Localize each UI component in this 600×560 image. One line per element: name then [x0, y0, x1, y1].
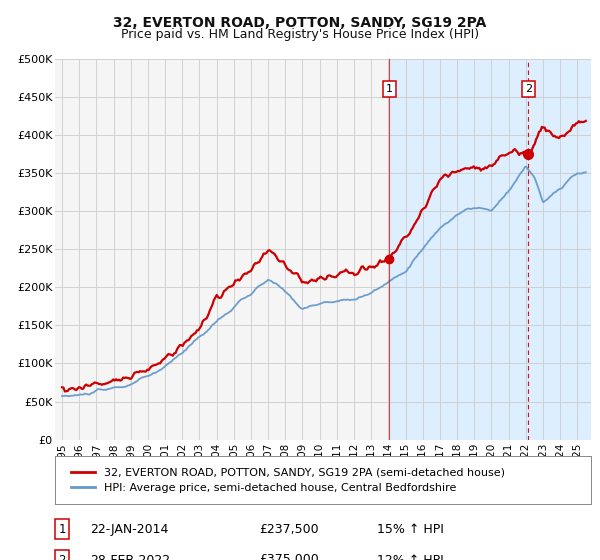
Text: £237,500: £237,500 [259, 522, 319, 536]
Text: 1: 1 [386, 84, 393, 94]
Text: £375,000: £375,000 [259, 553, 319, 560]
Text: 12% ↑ HPI: 12% ↑ HPI [377, 553, 443, 560]
Legend: 32, EVERTON ROAD, POTTON, SANDY, SG19 2PA (semi-detached house), HPI: Average pr: 32, EVERTON ROAD, POTTON, SANDY, SG19 2P… [66, 463, 509, 497]
Text: 15% ↑ HPI: 15% ↑ HPI [377, 522, 443, 536]
Text: 2: 2 [58, 553, 66, 560]
Bar [389, 59, 600, 440]
Text: 1: 1 [58, 522, 66, 536]
Text: 22-JAN-2014: 22-JAN-2014 [90, 522, 169, 536]
Text: 32, EVERTON ROAD, POTTON, SANDY, SG19 2PA: 32, EVERTON ROAD, POTTON, SANDY, SG19 2P… [113, 16, 487, 30]
Text: 28-FEB-2022: 28-FEB-2022 [90, 553, 170, 560]
Text: Price paid vs. HM Land Registry's House Price Index (HPI): Price paid vs. HM Land Registry's House … [121, 28, 479, 41]
Text: 2: 2 [525, 84, 532, 94]
